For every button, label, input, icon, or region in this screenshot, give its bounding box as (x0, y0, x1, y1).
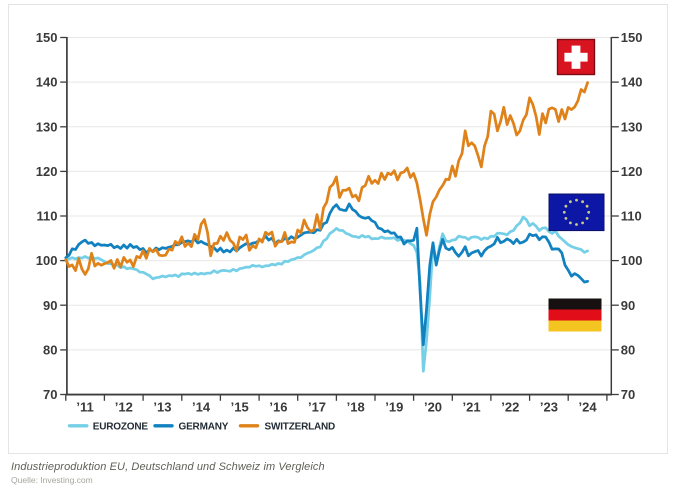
svg-text:120: 120 (621, 164, 643, 179)
svg-text:GERMANY: GERMANY (179, 421, 229, 432)
svg-text:100: 100 (36, 253, 58, 268)
svg-text:’24: ’24 (579, 400, 598, 415)
svg-text:80: 80 (621, 343, 635, 358)
svg-text:100: 100 (621, 253, 643, 268)
svg-text:110: 110 (621, 209, 642, 224)
svg-text:130: 130 (621, 119, 643, 134)
svg-text:140: 140 (621, 75, 643, 90)
svg-text:’19: ’19 (385, 400, 403, 415)
svg-text:’20: ’20 (424, 400, 442, 415)
svg-text:130: 130 (36, 119, 58, 134)
svg-text:90: 90 (43, 298, 57, 313)
svg-text:’15: ’15 (231, 400, 249, 415)
svg-text:’12: ’12 (115, 400, 133, 415)
svg-text:140: 140 (36, 75, 58, 90)
svg-text:’11: ’11 (76, 400, 93, 415)
svg-text:110: 110 (37, 209, 58, 224)
svg-text:70: 70 (43, 387, 57, 402)
svg-text:’16: ’16 (269, 400, 287, 415)
svg-text:SWITZERLAND: SWITZERLAND (265, 421, 336, 432)
svg-text:’21: ’21 (463, 400, 481, 415)
svg-text:150: 150 (36, 30, 58, 45)
svg-text:EUROZONE: EUROZONE (93, 421, 149, 432)
svg-text:70: 70 (621, 387, 635, 402)
svg-text:80: 80 (43, 343, 57, 358)
svg-text:’18: ’18 (347, 400, 365, 415)
svg-text:’23: ’23 (540, 400, 558, 415)
svg-text:’14: ’14 (192, 400, 211, 415)
svg-text:’13: ’13 (153, 400, 171, 415)
svg-text:90: 90 (621, 298, 635, 313)
svg-text:120: 120 (36, 164, 58, 179)
svg-text:150: 150 (621, 30, 643, 45)
svg-text:’22: ’22 (501, 400, 519, 415)
svg-text:’17: ’17 (308, 400, 326, 415)
